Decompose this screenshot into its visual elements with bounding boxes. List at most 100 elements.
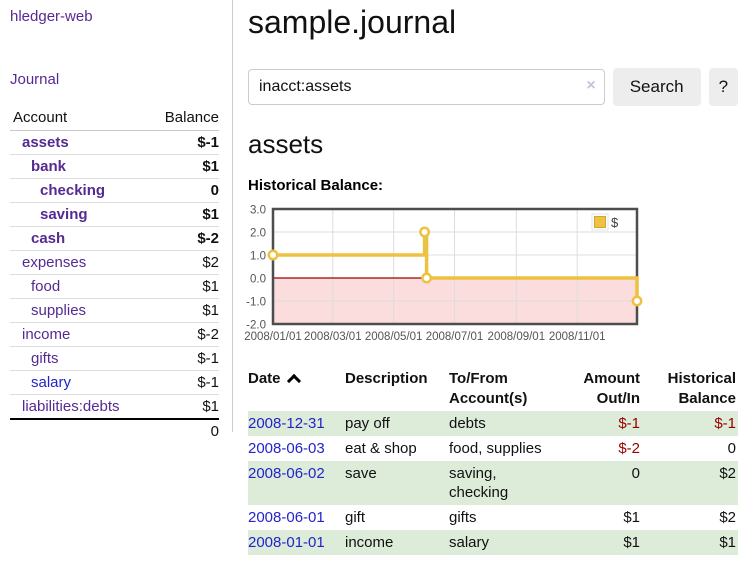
transaction-date-link[interactable]: 2008-06-03 xyxy=(248,440,325,457)
register-row: 2008-01-01 income salary $1 $1 xyxy=(248,530,738,555)
data-point-marker xyxy=(421,272,433,284)
x-tick-label: 2008/09/01 xyxy=(488,331,546,343)
search-button[interactable]: Search xyxy=(612,68,701,106)
search-input[interactable] xyxy=(248,69,605,105)
account-row: checking 0 xyxy=(10,178,219,203)
account-balance: $1 xyxy=(147,154,219,179)
account-balance: $-2 xyxy=(147,322,219,347)
main-content: sample.journal × Search ? assets Histori… xyxy=(233,0,742,555)
search-form: × Search ? xyxy=(248,68,738,106)
transaction-accounts: saving, checking xyxy=(449,465,509,501)
transaction-amount: $-2 xyxy=(618,440,640,457)
transaction-date-link[interactable]: 2008-06-02 xyxy=(248,465,325,482)
register-col-description: Description xyxy=(345,370,428,387)
transaction-date-link[interactable]: 2008-06-01 xyxy=(248,509,325,526)
account-row: salary $-1 xyxy=(10,370,219,395)
accounts-header-balance: Balance xyxy=(147,106,219,131)
data-point-marker xyxy=(419,226,431,238)
transaction-description: eat & shop xyxy=(345,440,417,457)
register-row: 2008-06-03 eat & shop food, supplies $-2 0 xyxy=(248,436,738,461)
x-tick-label: 2008/01/01 xyxy=(244,331,302,343)
account-balance: $1 xyxy=(147,394,219,420)
account-balance: $-2 xyxy=(147,226,219,251)
legend-swatch xyxy=(594,216,606,228)
account-balance: $2 xyxy=(147,250,219,275)
y-tick-label: 1.0 xyxy=(250,251,266,263)
account-link[interactable]: saving xyxy=(40,206,88,223)
account-row: liabilities:debts $1 xyxy=(10,394,219,420)
account-link[interactable]: liabilities:debts xyxy=(22,398,120,415)
account-link[interactable]: income xyxy=(22,326,71,343)
clear-search-icon[interactable]: × xyxy=(586,77,596,94)
transaction-accounts: gifts xyxy=(449,509,477,526)
legend-label: $ xyxy=(611,215,619,230)
search-field-wrap: × xyxy=(248,69,605,105)
x-tick-label: 2008/11/01 xyxy=(549,331,606,343)
chart-title: Historical Balance: xyxy=(248,177,384,194)
account-balance: $1 xyxy=(147,298,219,323)
accounts-header-account: Account xyxy=(10,106,148,131)
account-link[interactable]: supplies xyxy=(31,302,87,319)
account-link[interactable]: salary xyxy=(31,374,72,391)
help-button[interactable]: ? xyxy=(708,68,738,106)
account-row: cash $-2 xyxy=(10,226,219,251)
account-row: assets $-1 xyxy=(10,130,219,155)
transaction-date-cell: 2008-12-31 xyxy=(248,411,345,436)
sidebar: hledger-web Journal Account Balance asse… xyxy=(0,0,233,443)
transaction-amount: $-1 xyxy=(618,415,640,432)
transaction-description: gift xyxy=(345,509,366,526)
transaction-amount: $1 xyxy=(623,509,640,526)
sort-ascending-icon xyxy=(286,373,301,389)
y-tick-label: 0.0 xyxy=(250,274,266,286)
transaction-date-link[interactable]: 2008-01-01 xyxy=(248,534,325,551)
transaction-balance: $2 xyxy=(719,465,736,482)
register-row: 2008-06-01 gift gifts $1 $2 xyxy=(248,505,738,530)
register-col-amount: Amount Out/In xyxy=(583,370,640,407)
data-point-marker xyxy=(267,249,279,261)
accounts-total-row: 0 xyxy=(10,418,219,443)
account-balance: $-1 xyxy=(147,346,219,371)
x-tick-label: 2008/05/01 xyxy=(365,331,423,343)
transaction-balance: $-1 xyxy=(714,415,736,432)
accounts-table: Account Balance assets $-1 bank $1 checking 0… xyxy=(10,106,219,443)
account-link[interactable]: cash xyxy=(31,230,66,247)
transaction-date-link[interactable]: 2008-12-31 xyxy=(248,415,325,432)
transaction-date-cell: 2008-06-02 xyxy=(248,461,345,505)
register-row: 2008-06-02 save saving, checking 0 $2 xyxy=(248,461,738,505)
account-link[interactable]: food xyxy=(31,278,61,295)
brand-link[interactable]: hledger-web xyxy=(10,8,93,25)
transaction-accounts: salary xyxy=(449,534,490,551)
account-link[interactable]: expenses xyxy=(22,254,87,271)
y-tick-label: 2.0 xyxy=(250,228,266,240)
account-link[interactable]: checking xyxy=(40,182,106,199)
transaction-description: pay off xyxy=(345,415,390,432)
accounts-header-row: Account Balance xyxy=(10,106,219,131)
register-col-date[interactable]: Date xyxy=(248,367,345,411)
register-table: Date Description To/From Account(s) Amou… xyxy=(248,367,738,555)
balance-chart: $3.0 2.0 1.0 0.0 -1.0 -2.0 2008/01/01 2008/03/0… xyxy=(240,205,738,347)
transaction-description: save xyxy=(345,465,377,482)
account-balance: $-1 xyxy=(147,130,219,155)
transaction-accounts: debts xyxy=(449,415,486,432)
account-balance: $1 xyxy=(147,274,219,299)
account-link[interactable]: bank xyxy=(31,158,67,175)
plot-border xyxy=(271,207,639,326)
account-balance: 0 xyxy=(147,178,219,203)
transaction-amount: 0 xyxy=(631,465,640,482)
page-title: sample.journal xyxy=(248,4,457,40)
account-balance: $1 xyxy=(147,202,219,227)
accounts-total-balance: 0 xyxy=(147,418,219,443)
account-link[interactable]: assets xyxy=(22,134,69,151)
account-link[interactable]: gifts xyxy=(31,350,59,367)
register-col-accounts: To/From Account(s) xyxy=(449,370,528,407)
register-row: 2008-12-31 pay off debts $-1 $-1 xyxy=(248,411,738,436)
sidebar-item-journal[interactable]: Journal xyxy=(10,71,60,88)
transaction-date-cell: 2008-06-03 xyxy=(248,436,345,461)
transaction-date-cell: 2008-01-01 xyxy=(248,530,345,555)
account-balance: $-1 xyxy=(147,370,219,395)
account-row: supplies $1 xyxy=(10,298,219,323)
account-row: expenses $2 xyxy=(10,250,219,275)
transaction-balance: 0 xyxy=(727,440,736,457)
transaction-balance: $1 xyxy=(719,534,736,551)
